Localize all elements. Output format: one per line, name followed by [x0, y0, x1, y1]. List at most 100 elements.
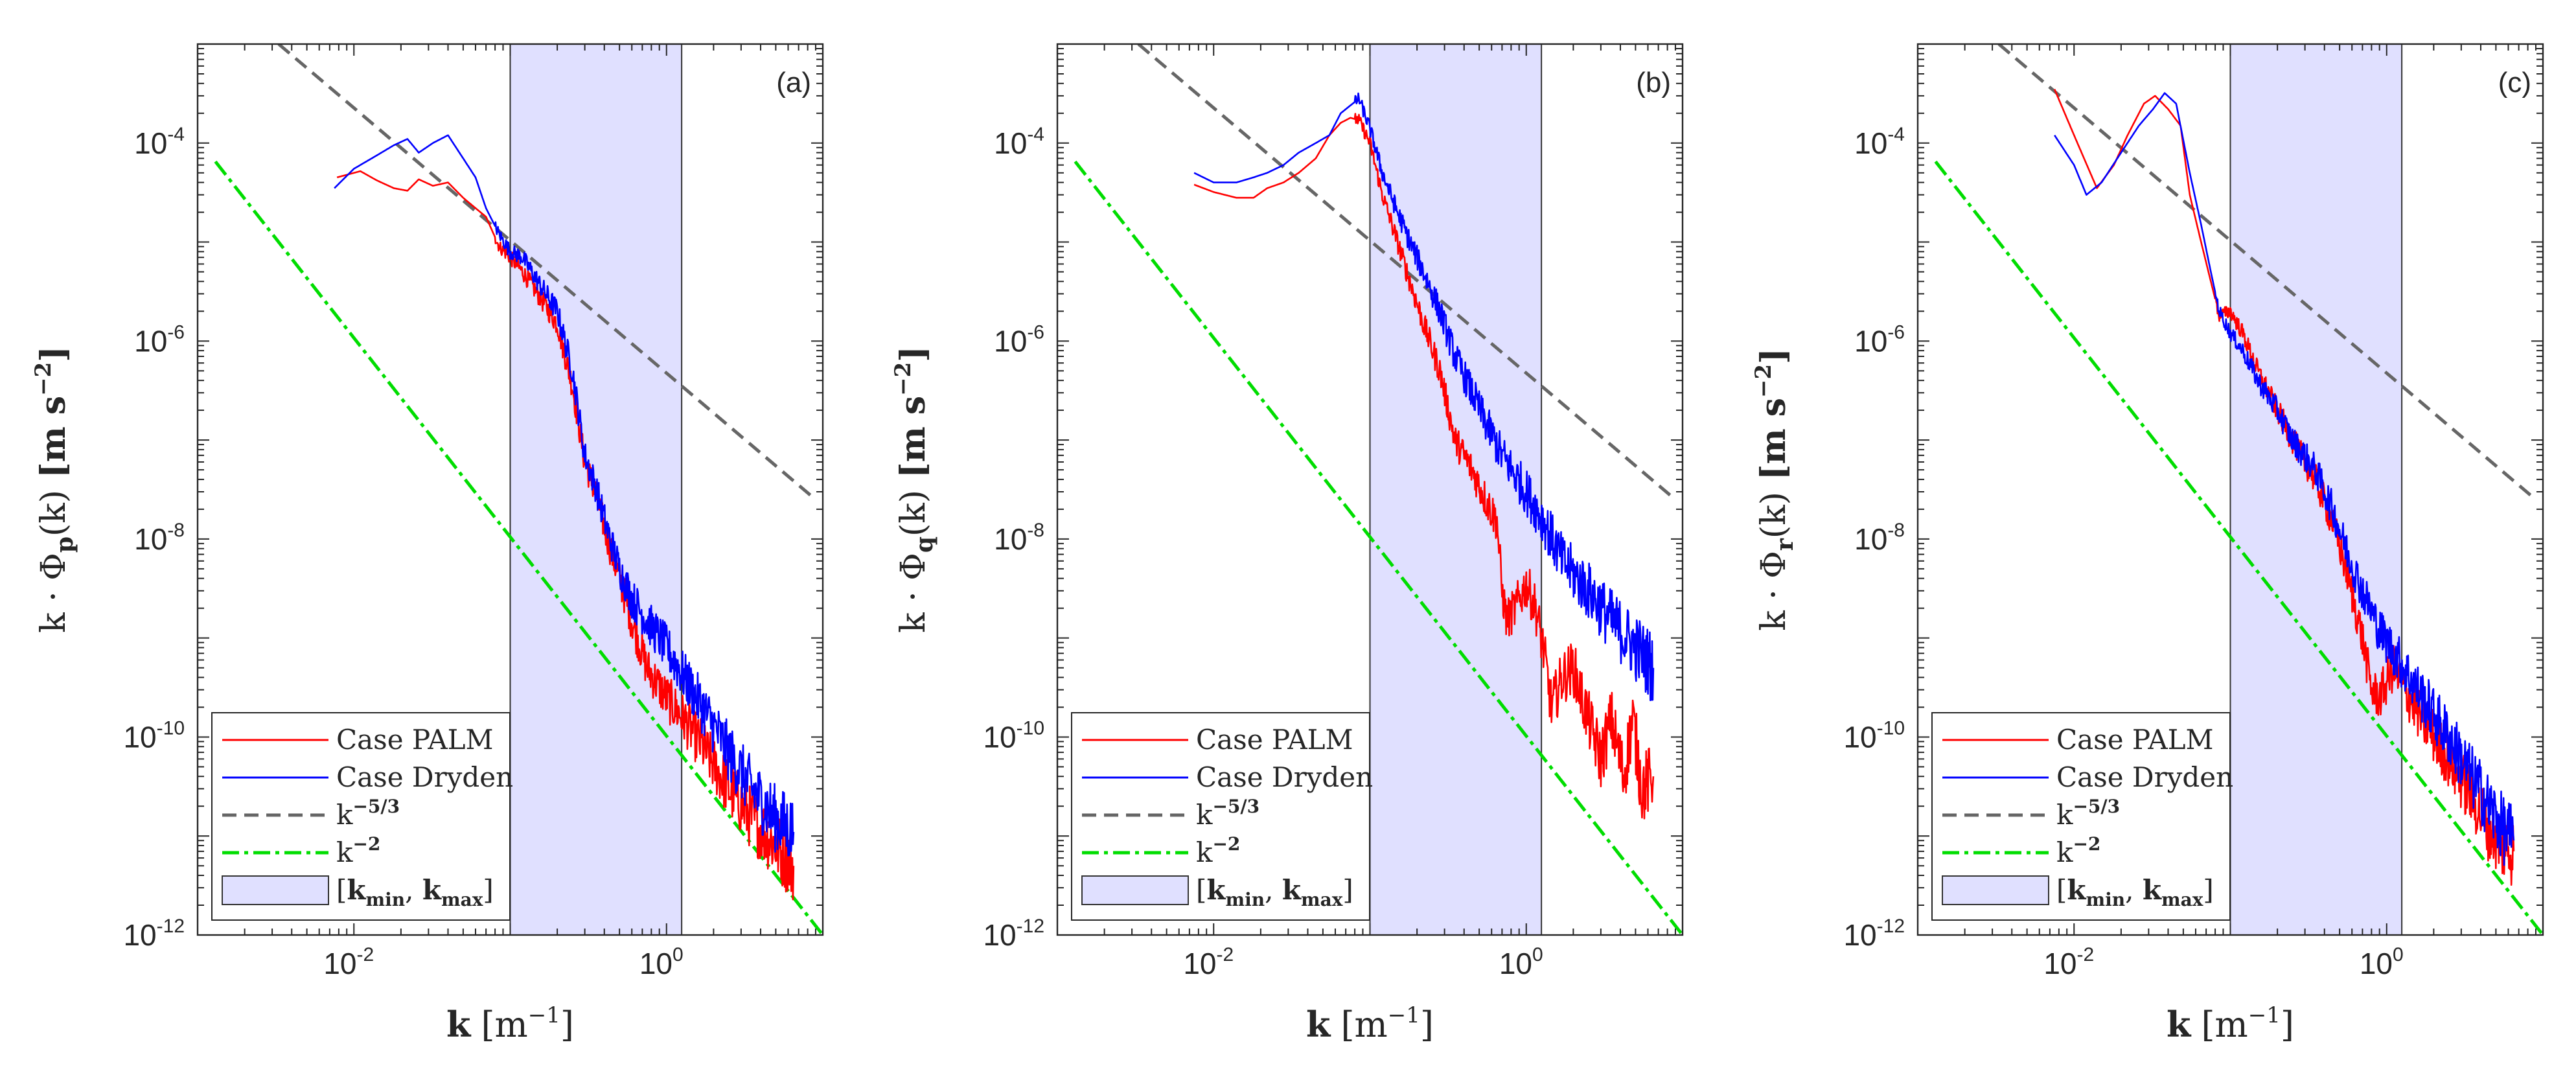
legend-label-palm: Case PALM [336, 724, 494, 756]
x-axis-units: [m [1340, 1004, 1387, 1045]
x-tick-base: 10 [639, 947, 673, 980]
y-axis-units-exp: −2 [30, 362, 56, 396]
y-axis-label: k · Φq(k) [m s−2] [890, 346, 938, 633]
y-tick-exponent: -12 [1877, 916, 1905, 937]
y-tick-exponent: -4 [1887, 124, 1905, 145]
y-axis-label: k · Φp(k) [m s−2] [30, 346, 78, 633]
legend-k53-exp: −5/3 [2073, 796, 2120, 817]
legend-band-sep: , [1265, 874, 1282, 906]
x-axis-units-close: ] [1420, 1004, 1434, 1045]
y-tick-label: 10-10 [123, 717, 185, 754]
kmin-kmax-band [1369, 43, 1543, 936]
y-axis-units-close: ] [1754, 348, 1793, 364]
legend-label-dryden: Case Dryden [336, 761, 513, 793]
y-axis-subscript: q [911, 536, 938, 553]
y-tick-label: 10-6 [1854, 321, 1905, 358]
legend-swatch-band [222, 875, 329, 905]
legend-k53-base: k [1196, 799, 1213, 831]
y-tick-base: 10 [134, 324, 167, 358]
y-axis-suffix: (k) [34, 490, 73, 536]
legend-label-band: [kmin, kmax] [1196, 874, 1353, 910]
x-axis-symbol: k [1306, 1004, 1331, 1045]
legend-band-open: [ [2056, 874, 2067, 906]
y-tick-label: 10-6 [134, 321, 185, 358]
series-case-palm [336, 170, 795, 901]
y-tick-label: 10-4 [994, 124, 1044, 160]
y-axis-units-exp: −2 [1751, 364, 1777, 398]
y-tick-exponent: -10 [1017, 717, 1044, 739]
legend-k2-base: k [2056, 836, 2073, 868]
x-axis-units-exp: −1 [528, 1002, 560, 1028]
series-case-palm [1193, 113, 1655, 820]
y-tick-base: 10 [983, 720, 1016, 754]
y-tick-exponent: -8 [1887, 520, 1905, 541]
x-tick-exponent: -2 [2076, 944, 2094, 965]
y-axis-suffix: (k) [894, 490, 933, 536]
axis-ticks [197, 44, 823, 936]
y-tick-exponent: -6 [167, 321, 185, 343]
legend-band-kmax-sub: max [1301, 889, 1343, 910]
y-tick-label: 10-4 [1854, 124, 1905, 160]
legend-band-kmax: k [1282, 874, 1302, 906]
x-tick-base: 10 [323, 947, 356, 980]
legend-band-sep: , [2125, 874, 2143, 906]
reference-line-k-2 [1934, 160, 2543, 935]
reference-line-k-5-3 [1997, 44, 2537, 501]
y-tick-base: 10 [994, 126, 1027, 160]
legend-band-kmin-sub: min [2086, 889, 2126, 910]
x-axis-units-close: ] [560, 1004, 574, 1045]
y-axis-prefix: k · Φ [894, 553, 933, 633]
y-tick-exponent: -10 [1877, 717, 1905, 739]
y-axis-subscript: r [1771, 538, 1799, 551]
x-axis-units-exp: −1 [2248, 1002, 2281, 1028]
legend-label-palm: Case PALM [1196, 724, 1353, 756]
legend-label-dryden: Case Dryden [2056, 761, 2233, 793]
legend-label-k-5-3: k−5/3 [2056, 796, 2120, 831]
x-tick-base: 10 [1183, 947, 1216, 980]
legend-k53-base: k [2056, 799, 2073, 831]
panel-label: (a) [776, 67, 811, 98]
legend-band-open: [ [336, 874, 347, 906]
x-axis-symbol: k [446, 1004, 472, 1045]
y-tick-exponent: -8 [167, 520, 185, 541]
legend-k2-base: k [336, 836, 353, 868]
y-tick-base: 10 [1843, 720, 1876, 754]
axis-ticks [1917, 44, 2543, 936]
y-axis-label: k · Φr(k) [m s−2] [1751, 348, 1799, 631]
axis-ticks [1057, 44, 1683, 936]
y-tick-label: 10-8 [1854, 520, 1905, 556]
x-tick-label: 100 [2360, 944, 2404, 980]
legend-band-kmin: k [2067, 874, 2086, 906]
y-tick-label: 10-12 [123, 916, 185, 952]
x-axis-label: k [m−1] [2167, 1002, 2294, 1045]
x-tick-label: 10-2 [323, 944, 374, 980]
series-case-dryden [334, 134, 795, 857]
y-tick-label: 10-8 [134, 520, 185, 556]
y-tick-base: 10 [983, 918, 1016, 952]
legend-k53-exp: −5/3 [352, 796, 400, 817]
legend-band-kmax-sub: max [441, 889, 483, 910]
x-axis-units: [m [2201, 1004, 2248, 1045]
x-tick-base: 10 [1499, 947, 1532, 980]
legend-label-k-2: k−2 [336, 833, 380, 868]
x-tick-exponent: -2 [356, 944, 374, 965]
reference-line-k-2 [1074, 160, 1683, 935]
x-axis-units-close: ] [2281, 1004, 2294, 1045]
y-axis-units-exp: −2 [890, 362, 916, 396]
y-tick-base: 10 [123, 918, 156, 952]
y-tick-label: 10-12 [983, 916, 1044, 952]
plot-lines [1074, 44, 1683, 935]
kmin-kmax-band [2229, 43, 2403, 936]
legend-label-palm: Case PALM [2056, 724, 2214, 756]
legend-band-kmax: k [422, 874, 442, 906]
x-tick-exponent: -2 [1216, 944, 1234, 965]
x-axis-units: [m [481, 1004, 527, 1045]
series-case-dryden [2054, 92, 2515, 866]
series-case-dryden [1193, 92, 1655, 701]
legend-label-dryden: Case Dryden [1196, 761, 1373, 793]
